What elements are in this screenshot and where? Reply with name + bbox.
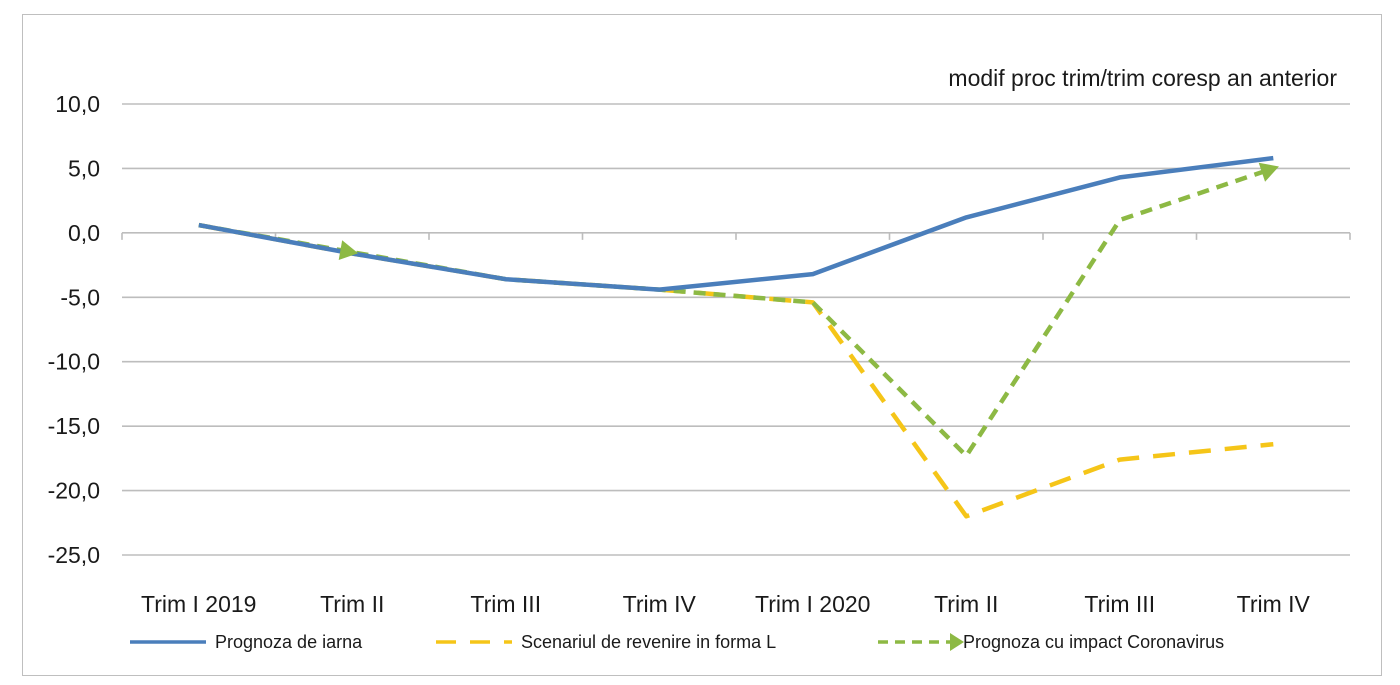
x-tick-label: Trim III (470, 591, 541, 617)
x-tick-label: Trim I 2019 (141, 591, 256, 617)
y-tick-label: -15,0 (48, 413, 100, 439)
y-axis-ticks: 10,0 5,0 0,0 -5,0 -10,0 -15,0 -20,0 -25,0 (48, 91, 100, 568)
series-line-2 (198, 166, 1275, 459)
x-tick-label: Trim II (934, 591, 998, 617)
x-tick-label: Trim I 2020 (755, 591, 870, 617)
series-arrow-marker (1258, 162, 1279, 182)
series-layer (198, 155, 1279, 519)
chart-frame (22, 14, 1382, 676)
y-tick-label: 0,0 (68, 220, 100, 246)
legend-label-0: Prognoza de iarna (215, 632, 363, 652)
x-tick-label: Trim IV (1237, 591, 1311, 617)
y-tick-label: -10,0 (48, 349, 100, 375)
legend-label-1: Scenariul de revenire in forma L (521, 632, 776, 652)
y-tick-label: 10,0 (55, 91, 100, 117)
legend-arrow-marker (950, 633, 964, 651)
y-tick-label: -20,0 (48, 478, 100, 504)
unit-label: modif proc trim/trim coresp an anterior (948, 65, 1337, 91)
grid-layer (122, 103, 1350, 556)
x-tick-label: Trim IV (623, 591, 697, 617)
series-line-1 (198, 222, 1274, 519)
y-tick-label: -25,0 (48, 542, 100, 568)
x-axis-ticks: Trim I 2019 Trim II Trim III Trim IV Trim I … (121, 232, 1351, 617)
legend-label-2: Prognoza cu impact Coronavirus (963, 632, 1224, 652)
y-tick-label: -5,0 (60, 284, 100, 310)
x-tick-label: Trim II (320, 591, 384, 617)
series-line-0 (198, 155, 1274, 292)
legend: Prognoza de iarna Scenariul de revenire i… (130, 632, 1224, 652)
series-arrow-marker (338, 240, 359, 260)
y-tick-label: 5,0 (68, 155, 100, 181)
x-tick-label: Trim III (1084, 591, 1155, 617)
